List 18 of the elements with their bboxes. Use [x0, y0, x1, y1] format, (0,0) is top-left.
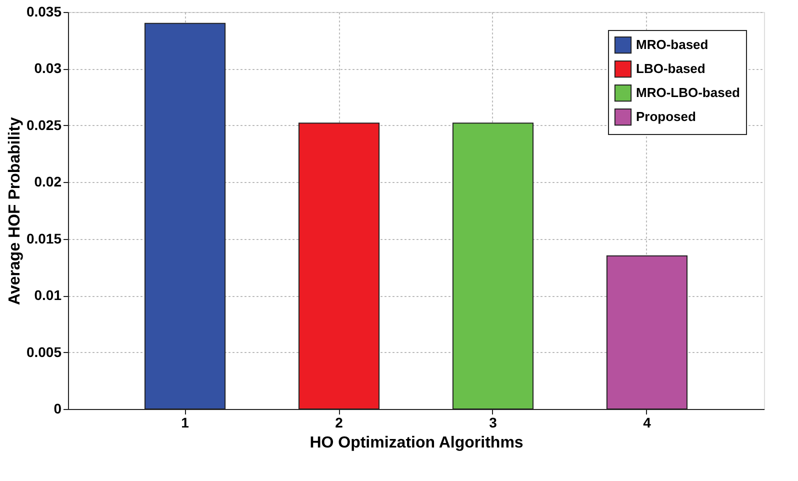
x-tick-label: 1: [181, 414, 190, 430]
legend-label: Proposed: [636, 109, 696, 124]
y-tick-label: 0.015: [26, 230, 62, 246]
y-tick-label: 0.035: [26, 4, 62, 20]
x-tick-label: 3: [489, 414, 498, 430]
legend-label: MRO-LBO-based: [636, 85, 740, 100]
x-tick-label: 4: [643, 414, 652, 430]
legend-label: LBO-based: [636, 61, 706, 76]
y-tick-label: 0.025: [26, 116, 62, 133]
x-axis-title: HO Optimization Algorithms: [310, 434, 524, 452]
y-tick-label: 0.03: [34, 60, 62, 76]
x-tick-label: 2: [335, 414, 344, 430]
y-axis-title: Average HOF Probability: [6, 116, 24, 305]
legend-label: MRO-based: [636, 37, 708, 52]
y-tick-label: 0.005: [26, 344, 62, 360]
y-tick-label: 0.02: [34, 174, 62, 190]
y-tick-label: 0.01: [34, 287, 62, 304]
y-tick-label: 0: [54, 400, 62, 416]
